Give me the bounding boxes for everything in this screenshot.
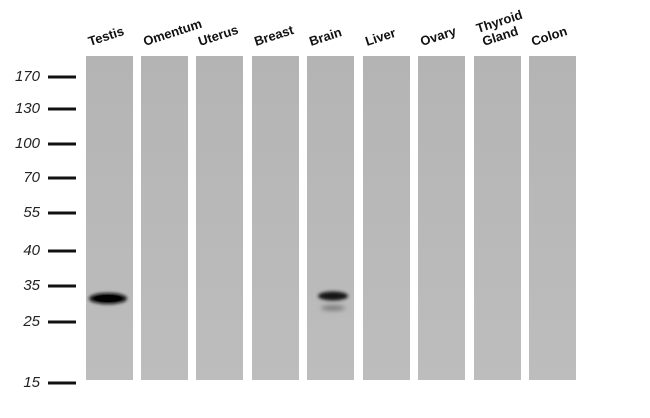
lane-label: Brain	[307, 24, 343, 49]
marker-label: 70	[23, 169, 40, 186]
bands	[89, 291, 348, 311]
band	[318, 291, 348, 301]
lane-label: Uterus	[196, 22, 240, 49]
marker-label: 130	[15, 100, 41, 117]
band-core	[94, 295, 122, 302]
lane-label: Liver	[363, 25, 397, 49]
lane-label: Ovary	[418, 23, 458, 49]
lane	[529, 56, 576, 380]
lane	[196, 56, 243, 380]
marker-label: 35	[23, 277, 40, 294]
band-faint	[321, 305, 345, 311]
marker-label: 40	[23, 242, 40, 259]
lane-label: Breast	[252, 22, 296, 49]
lane	[307, 56, 354, 380]
lane-label: Testis	[86, 23, 125, 49]
marker-label: 55	[23, 204, 40, 221]
markers: 170 130 100 70 55 40 35 25 15	[15, 68, 76, 391]
marker-label: 170	[15, 68, 41, 85]
lane	[86, 56, 133, 380]
lane-label: Colon	[529, 23, 569, 49]
lane	[141, 56, 188, 380]
lane	[252, 56, 299, 380]
lane	[474, 56, 521, 380]
marker-label: 15	[23, 374, 40, 391]
lane	[363, 56, 410, 380]
lane	[418, 56, 465, 380]
marker-label: 25	[22, 313, 40, 330]
lane-label: Omentum	[141, 16, 203, 49]
marker-label: 100	[15, 135, 41, 152]
